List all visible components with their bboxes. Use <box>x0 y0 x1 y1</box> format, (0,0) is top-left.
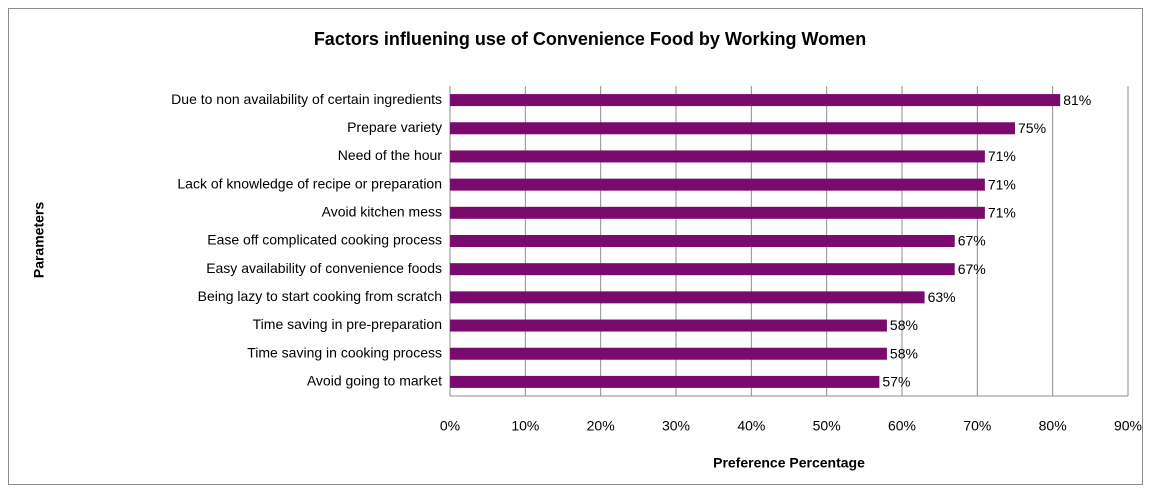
y-tick-label: Need of the hour <box>338 147 443 163</box>
data-label: 63% <box>928 289 956 305</box>
data-label: 75% <box>1018 120 1046 136</box>
data-label: 67% <box>958 233 986 249</box>
y-tick-label: Due to non availability of certain ingre… <box>171 91 442 107</box>
x-tick-label: 60% <box>888 418 916 434</box>
y-tick-label: Easy availability of convenience foods <box>206 260 442 276</box>
y-tick-label: Lack of knowledge of recipe or preparati… <box>177 175 442 191</box>
x-tick-label: 0% <box>440 418 460 434</box>
data-label: 57% <box>882 374 910 390</box>
bar <box>450 122 1015 135</box>
y-tick-label: Ease off complicated cooking process <box>207 232 442 248</box>
data-label: 58% <box>890 345 918 361</box>
x-tick-label: 20% <box>587 418 615 434</box>
y-tick-label: Time saving in cooking process <box>247 344 442 360</box>
x-tick-label: 40% <box>737 418 765 434</box>
chart-title: Factors influening use of Convenience Fo… <box>314 29 866 49</box>
bar <box>450 178 985 191</box>
bar <box>450 319 887 332</box>
bar <box>450 263 955 276</box>
bar <box>450 375 880 388</box>
y-tick-label: Avoid going to market <box>307 373 442 389</box>
x-tick-label: 50% <box>813 418 841 434</box>
x-tick-label: 70% <box>963 418 991 434</box>
data-label: 71% <box>988 176 1016 192</box>
data-label: 71% <box>988 205 1016 221</box>
data-label: 81% <box>1063 92 1091 108</box>
x-tick-label: 10% <box>511 418 539 434</box>
y-tick-label: Avoid kitchen mess <box>322 204 442 220</box>
y-tick-label: Prepare variety <box>347 119 442 135</box>
x-tick-label: 90% <box>1114 418 1142 434</box>
data-label: 67% <box>958 261 986 277</box>
bar <box>450 94 1061 107</box>
y-axis-title: Parameters <box>31 202 47 278</box>
bar <box>450 347 887 360</box>
data-label: 58% <box>890 317 918 333</box>
y-tick-label: Time saving in pre-preparation <box>253 316 442 332</box>
bar <box>450 291 925 304</box>
bar <box>450 235 955 247</box>
x-axis-title: Preference Percentage <box>713 455 865 471</box>
y-tick-label: Being lazy to start cooking from scratch <box>198 288 442 304</box>
bar <box>450 150 985 163</box>
x-tick-label: 80% <box>1039 418 1067 434</box>
data-label: 71% <box>988 148 1016 164</box>
bar <box>450 206 985 219</box>
x-tick-label: 30% <box>662 418 690 434</box>
